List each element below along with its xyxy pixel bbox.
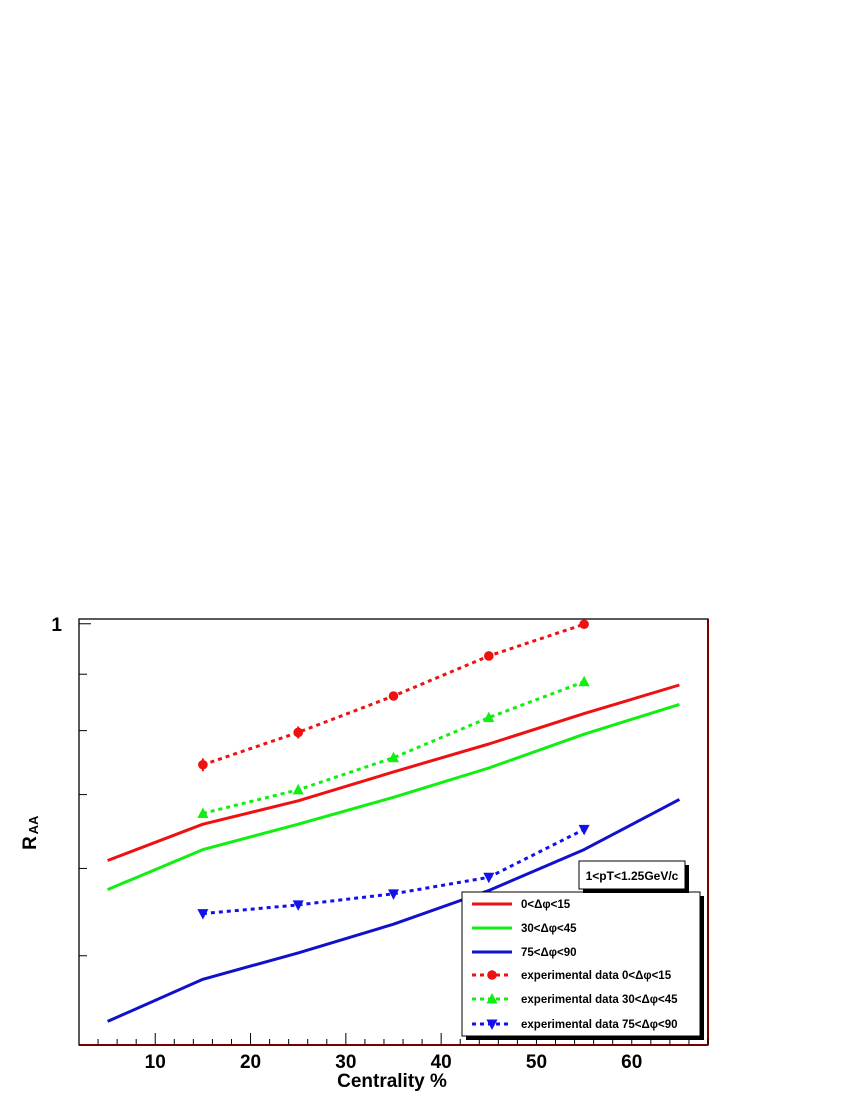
series-1 <box>107 702 680 891</box>
series-2 <box>106 798 681 1023</box>
x-tick-label: 30 <box>335 1052 356 1073</box>
data-point-triangle-down <box>483 872 495 884</box>
data-point-triangle-up <box>486 993 498 1004</box>
legend-frame <box>461 891 701 1037</box>
series-line <box>106 798 681 1023</box>
y-axis-title-main: R <box>20 836 41 850</box>
legend-label: 0<Δφ<15 <box>521 899 571 911</box>
annotation-frame <box>578 860 686 890</box>
legend-label: 75<Δφ<90 <box>521 947 577 959</box>
annotation-box: 1<pT<1.25GeV/c <box>578 860 689 893</box>
series-line <box>107 702 680 891</box>
series-line <box>107 683 680 862</box>
data-point-circle <box>388 691 399 701</box>
data-point-triangle-up <box>197 807 209 818</box>
series-5 <box>197 824 590 920</box>
x-tick-label: 20 <box>240 1052 261 1073</box>
series-line <box>202 680 585 815</box>
series-line <box>202 828 585 916</box>
data-point-triangle-down <box>388 889 399 900</box>
series-3 <box>198 619 589 772</box>
x-tick-label: 10 <box>145 1052 166 1073</box>
y-axis-title: R AA <box>20 815 41 850</box>
annotation-label: 1<pT<1.25GeV/c <box>586 869 679 883</box>
data-point-circle <box>487 970 497 980</box>
legend-label: experimental data 75<Δφ<90 <box>521 1019 678 1031</box>
x-axis-title: Centrality % <box>337 1071 447 1092</box>
x-tick-label: 60 <box>621 1052 642 1073</box>
x-tick-label: 40 <box>431 1052 452 1073</box>
data-point-triangle-up <box>578 675 590 687</box>
data-point-circle <box>579 619 589 630</box>
legend-label: experimental data 30<Δφ<45 <box>521 994 678 1006</box>
data-point-triangle-down <box>486 1019 498 1030</box>
data-point-circle <box>198 759 208 770</box>
y-axis-title-subscript: AA <box>26 815 41 834</box>
y-tick-label: 1 <box>51 615 62 636</box>
plot-area <box>78 618 709 1046</box>
series-0 <box>107 683 680 862</box>
data-point-triangle-up <box>292 783 304 795</box>
series-group <box>106 619 681 1023</box>
data-point-circle <box>484 651 494 661</box>
series-4 <box>197 675 590 818</box>
axes: 10 20 30 40 50 60 1 <box>51 615 709 1073</box>
legend: 0<Δφ<15 30<Δφ<45 75<Δφ<90 experimental data… <box>461 891 704 1040</box>
data-point-circle <box>293 727 303 738</box>
data-point-triangle-up <box>483 711 495 723</box>
data-point-triangle-up <box>388 751 399 763</box>
legend-label: 30<Δφ<45 <box>521 923 577 935</box>
data-point-triangle-down <box>292 900 304 911</box>
x-tick-label: 50 <box>526 1052 547 1073</box>
data-point-triangle-down <box>578 824 590 836</box>
legend-label: experimental data 0<Δφ<15 <box>521 970 672 982</box>
data-point-triangle-down <box>197 909 209 920</box>
